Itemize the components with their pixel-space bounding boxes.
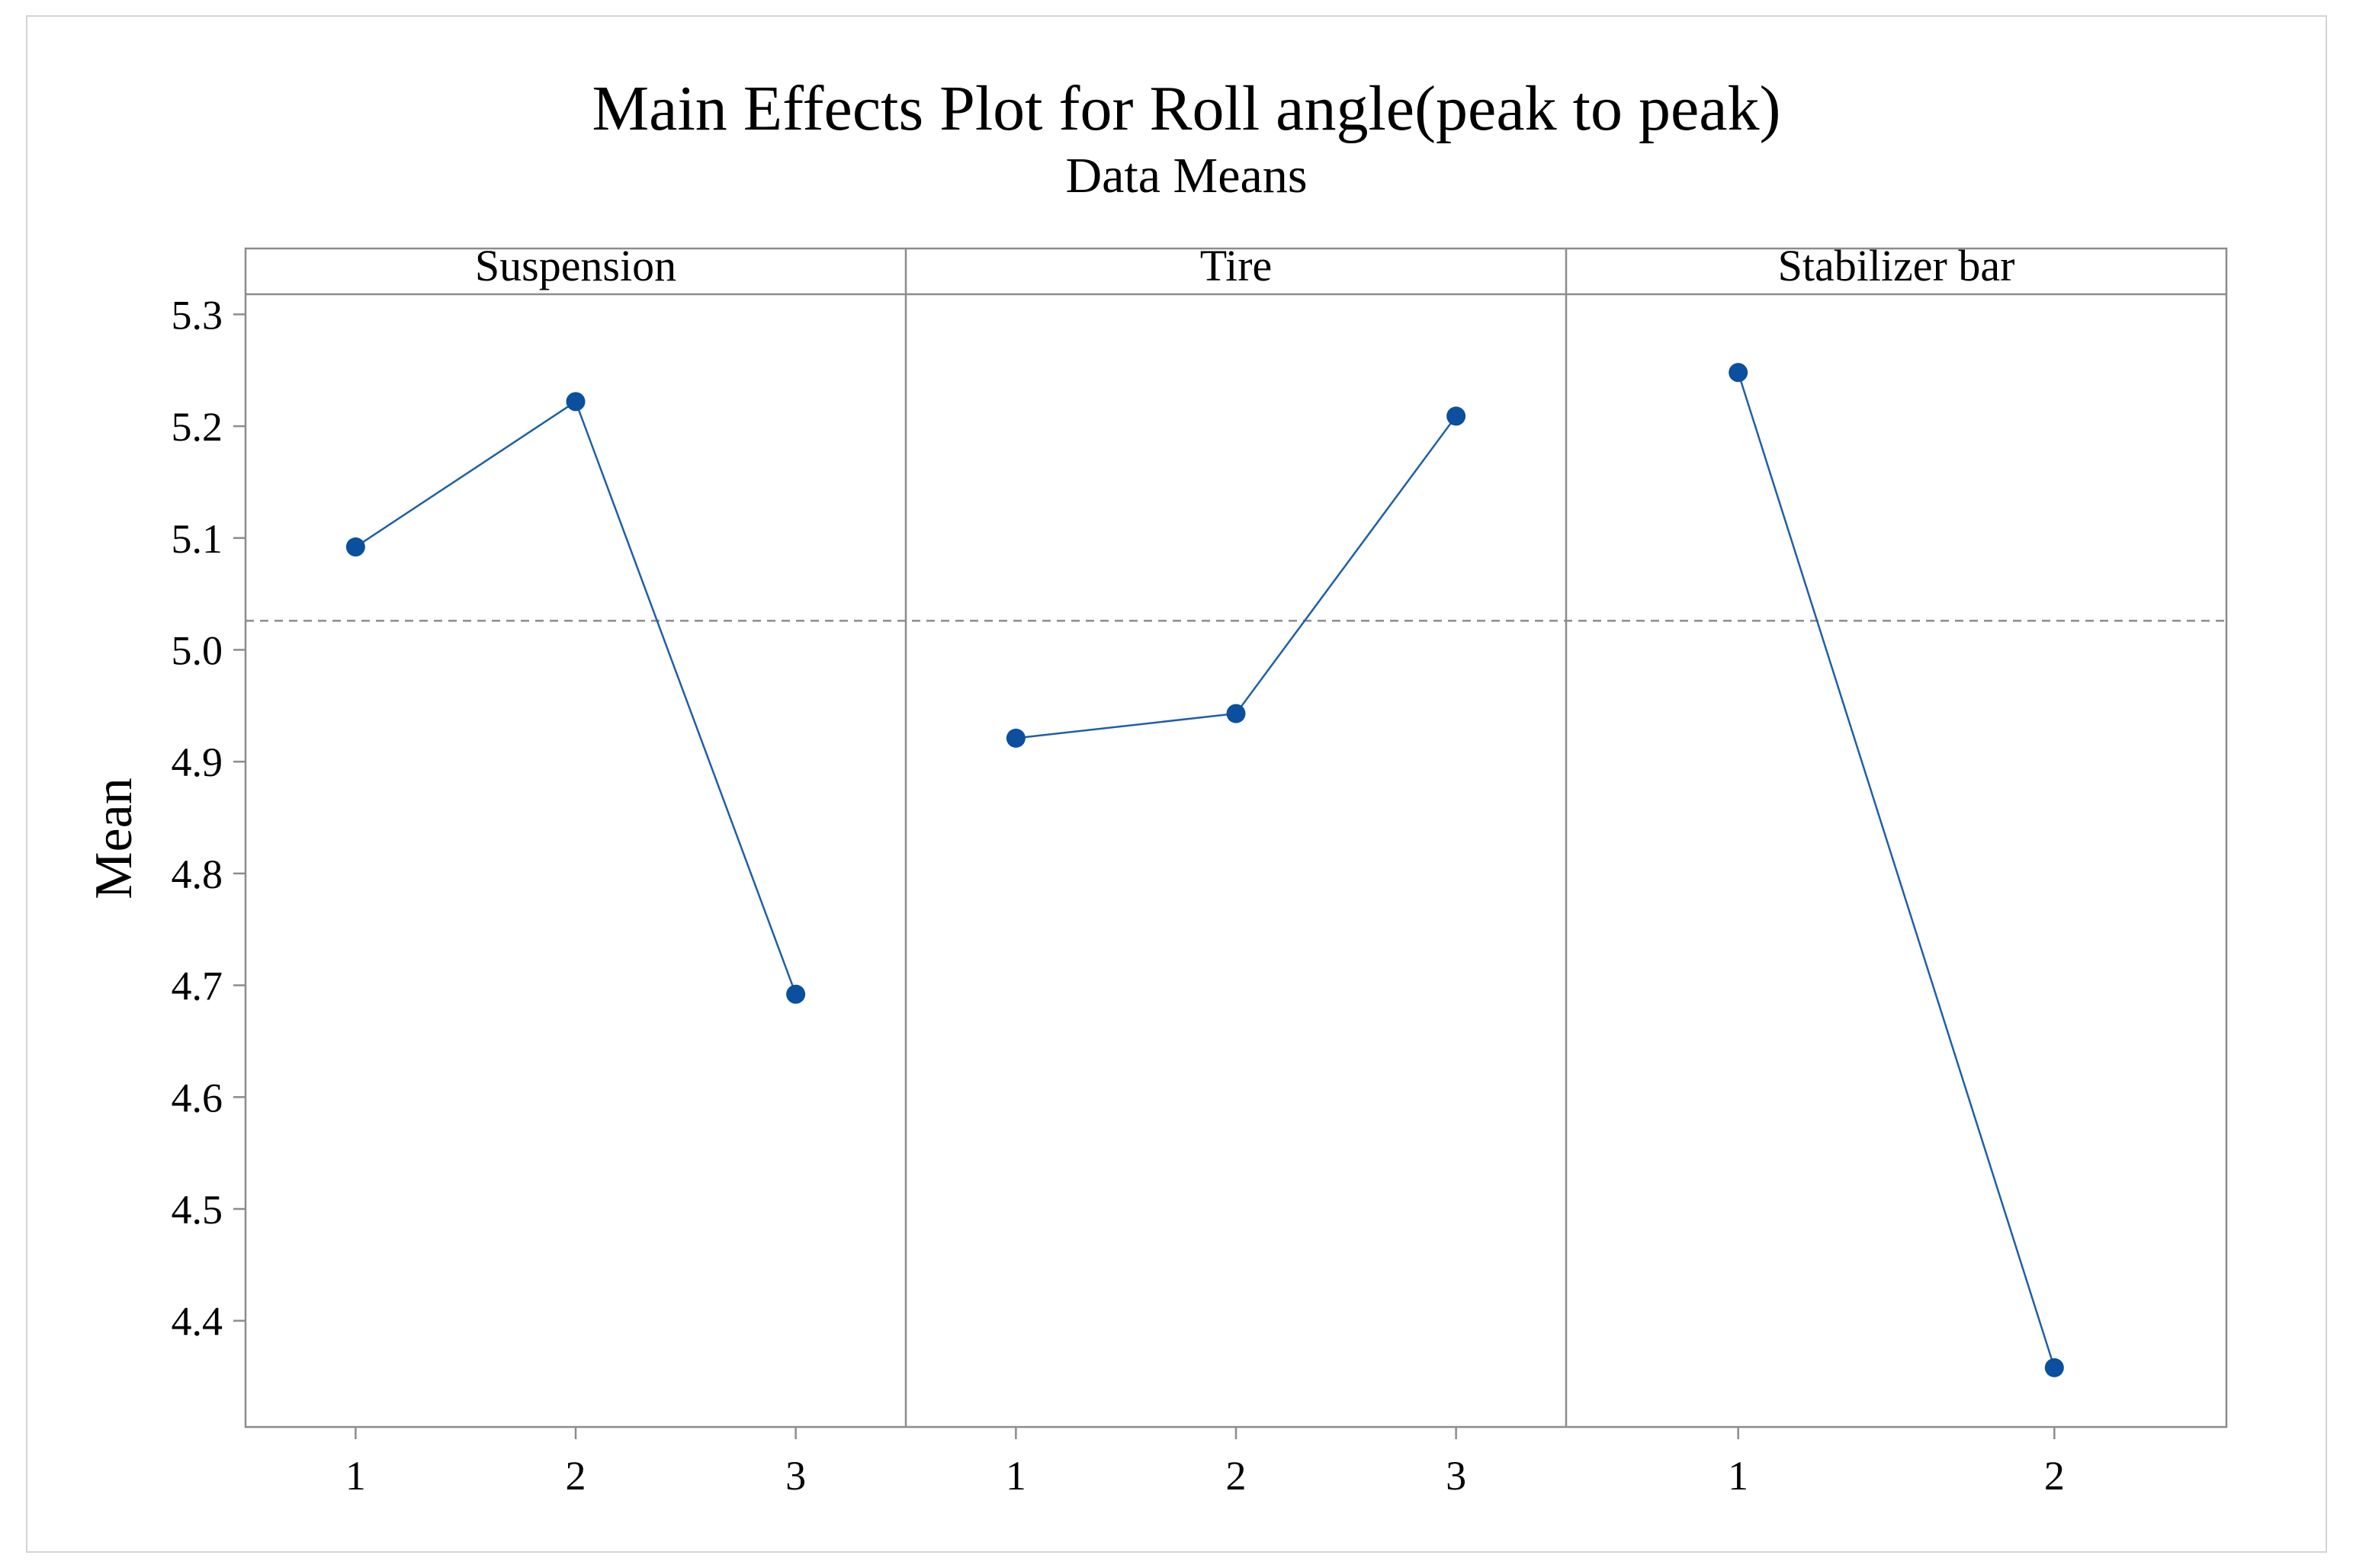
x-tick-label: 1: [345, 1453, 366, 1499]
y-tick-label: 4.8: [172, 851, 223, 897]
series-line: [1016, 415, 1457, 739]
figure-frame: [26, 15, 2327, 1553]
y-tick-label: 4.5: [172, 1187, 223, 1233]
series-line: [355, 399, 797, 995]
x-tick-label: 1: [1006, 1453, 1026, 1499]
y-tick-label: 4.7: [172, 964, 223, 1009]
y-tick-label: 4.9: [172, 739, 223, 785]
y-axis-label: Mean: [85, 778, 143, 899]
chart-title: Main Effects Plot for Roll angle(peak to…: [592, 73, 1780, 144]
series-line: [1737, 372, 2056, 1368]
y-tick-label: 5.0: [172, 627, 223, 673]
x-tick-label: 2: [1226, 1453, 1247, 1499]
x-tick-label: 2: [2044, 1453, 2065, 1499]
data-point: [786, 984, 806, 1004]
data-point: [1226, 704, 1246, 723]
x-tick-label: 3: [1446, 1453, 1466, 1499]
panel-strip-label: Stabilizer bar: [1778, 241, 2015, 290]
plot-frame: [244, 247, 2228, 1429]
x-tick-label: 2: [566, 1453, 586, 1499]
x-tick-label: 3: [785, 1453, 806, 1499]
y-tick-label: 4.6: [172, 1075, 223, 1121]
data-point: [1006, 728, 1026, 748]
y-tick-label: 5.3: [172, 292, 223, 338]
y-tick-label: 5.2: [172, 404, 223, 450]
data-point: [1446, 406, 1466, 426]
data-point: [2044, 1358, 2064, 1377]
data-point: [1729, 363, 1748, 383]
data-point: [566, 392, 586, 412]
panel-strip-label: Suspension: [475, 241, 676, 290]
y-tick-label: 4.4: [172, 1299, 223, 1345]
chart-subtitle: Data Means: [1065, 148, 1307, 204]
y-tick-label: 5.1: [172, 516, 223, 562]
data-point: [345, 537, 365, 557]
x-tick-label: 1: [1728, 1453, 1748, 1499]
panel-strip-label: Tire: [1200, 241, 1273, 290]
